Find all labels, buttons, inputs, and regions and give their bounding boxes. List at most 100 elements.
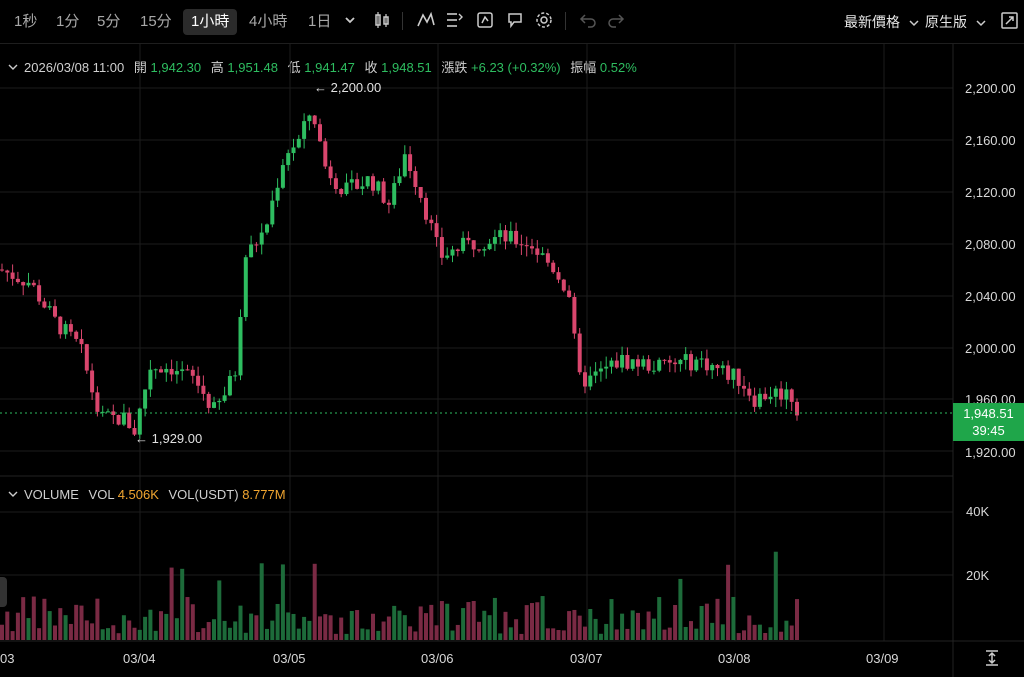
- volume-bar: [143, 616, 148, 640]
- candle-body: [641, 359, 646, 367]
- candle-body: [47, 306, 52, 308]
- candle-body: [731, 368, 736, 380]
- candle-body: [360, 186, 365, 189]
- candle-body: [243, 257, 248, 318]
- candle-body: [408, 154, 413, 172]
- volume-bar: [296, 628, 301, 640]
- candle-body: [514, 230, 519, 245]
- volume-bar: [773, 551, 778, 640]
- volume-bar: [121, 615, 126, 640]
- candle-body: [265, 224, 269, 233]
- drawing-tools-icon[interactable]: [445, 10, 465, 32]
- candle-body: [636, 359, 640, 367]
- volume-bar: [482, 610, 487, 640]
- time-tick: 03: [0, 651, 15, 666]
- timeframe-5m[interactable]: 5分: [97, 13, 121, 30]
- volume-bar: [519, 633, 524, 640]
- volume-bar: [445, 603, 450, 640]
- candle-body: [63, 324, 68, 335]
- fullscreen-icon[interactable]: [1000, 11, 1020, 33]
- time-tick: 03/08: [718, 651, 751, 666]
- timeframe-15m[interactable]: 15分: [140, 13, 172, 30]
- volume-bar: [662, 629, 667, 640]
- candle-body: [439, 237, 444, 258]
- candle-body: [323, 141, 328, 167]
- chevron-down-icon[interactable]: [8, 62, 18, 72]
- volume-bar: [678, 578, 683, 640]
- candle-body: [736, 368, 741, 386]
- volume-bar: [466, 602, 471, 640]
- candle-body: [540, 253, 545, 255]
- view-mode-select[interactable]: 原生版: [925, 9, 987, 35]
- candle-body: [657, 359, 662, 371]
- candle-body: [482, 249, 487, 251]
- ohlc-header: 2026/03/08 11:00 開 1,942.30 高 1,951.48 低…: [8, 57, 637, 76]
- candle-body: [137, 408, 142, 435]
- volume-bar: [397, 610, 402, 640]
- candle-body: [238, 317, 243, 376]
- candle-body: [397, 176, 402, 184]
- volume-bar: [508, 627, 513, 640]
- candle-body: [365, 176, 370, 187]
- price-tick: 2,040.00: [965, 289, 1016, 304]
- volume-bar: [429, 604, 434, 640]
- volume-bar: [556, 630, 561, 640]
- volume-bar: [551, 628, 556, 640]
- candle-body: [127, 412, 132, 429]
- volume-bar: [720, 624, 725, 640]
- candle-body: [604, 366, 609, 369]
- price-type-select[interactable]: 最新價格: [844, 9, 920, 35]
- candle-body: [424, 197, 428, 220]
- timeframe-1h[interactable]: 1小時: [183, 9, 238, 35]
- candle-body: [402, 154, 407, 177]
- volume-bar: [583, 626, 587, 640]
- low-value: 1,941.47: [304, 60, 355, 75]
- high-label: 高: [210, 60, 224, 75]
- replay-icon[interactable]: [475, 10, 495, 32]
- undo-icon[interactable]: [578, 10, 598, 32]
- timeframe-4h[interactable]: 4小時: [249, 13, 288, 30]
- volume-bar: [630, 610, 635, 640]
- volume-bar: [42, 598, 47, 640]
- layout-icon[interactable]: [505, 10, 525, 32]
- toolbar-divider: [565, 12, 566, 30]
- candle-body: [567, 290, 572, 297]
- candle-body: [212, 402, 216, 408]
- volume-bar: [254, 615, 259, 640]
- timeframe-1m[interactable]: 1分: [56, 13, 80, 30]
- candle-body: [752, 395, 757, 407]
- chevron-down-icon[interactable]: [8, 489, 18, 499]
- volume-bar: [498, 633, 503, 640]
- price-tick: 1,920.00: [965, 445, 1016, 460]
- candle-countdown: 39:45: [972, 423, 1005, 438]
- candle-body: [148, 369, 153, 390]
- candle-body: [381, 181, 386, 203]
- candle-body: [31, 282, 36, 286]
- volume-bar: [477, 621, 481, 640]
- timeframe-1d[interactable]: 1日: [308, 13, 332, 30]
- scroll-handle[interactable]: [0, 577, 7, 607]
- chevron-down-icon[interactable]: [340, 10, 360, 32]
- candle-body: [434, 223, 439, 238]
- volume-bar: [736, 633, 741, 640]
- volume-bar: [275, 603, 280, 640]
- volume-bar: [63, 615, 68, 640]
- settings-icon[interactable]: [534, 10, 554, 32]
- redo-icon[interactable]: [606, 10, 626, 32]
- timeframe-1s[interactable]: 1秒: [14, 13, 38, 30]
- indicator-icon[interactable]: [416, 10, 436, 32]
- candle-body: [673, 362, 678, 365]
- scale-reset-icon[interactable]: [982, 648, 1002, 670]
- candle-body: [90, 370, 95, 393]
- candle-body: [286, 153, 291, 166]
- volume-bar: [291, 613, 296, 640]
- candle-body: [614, 360, 619, 368]
- volume-bar: [567, 611, 572, 640]
- candlestick-series: [0, 113, 799, 439]
- candle-body: [662, 359, 667, 361]
- volume-bar: [704, 603, 709, 640]
- candlestick-type-icon[interactable]: [372, 10, 392, 32]
- volume-bar: [0, 624, 4, 640]
- volume-bar: [779, 631, 784, 640]
